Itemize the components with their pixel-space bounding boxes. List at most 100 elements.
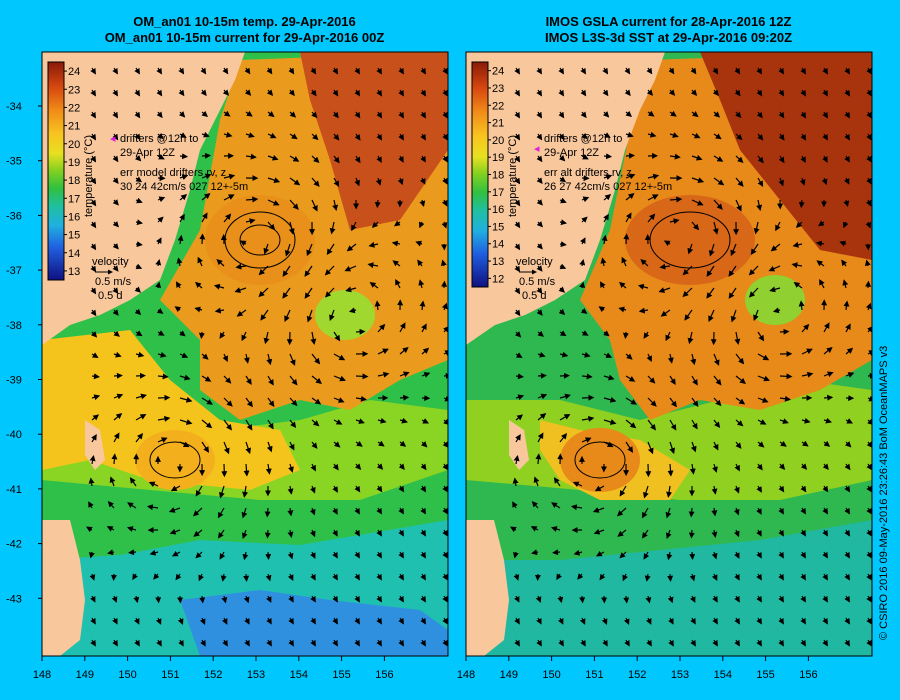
lat-tick-label: -39 xyxy=(6,375,22,387)
velocity-arrow xyxy=(128,549,137,556)
velocity-arrow xyxy=(595,550,605,557)
velocity-arrow xyxy=(647,397,657,407)
velocity-arrow xyxy=(289,199,299,210)
velocity-arrow xyxy=(222,353,228,363)
velocity-arrow xyxy=(170,485,181,492)
velocity-arrow xyxy=(867,418,872,426)
velocity-arrow xyxy=(779,440,787,447)
velocity-arrow xyxy=(354,507,360,515)
velocity-arrow xyxy=(111,453,118,465)
velocity-arrow xyxy=(625,441,634,453)
right-drifters-line2: 29-Apr 12Z xyxy=(544,147,599,159)
velocity-arrow xyxy=(333,441,341,448)
velocity-arrow xyxy=(688,507,695,518)
colorbar-tick-label: 19 xyxy=(68,157,80,169)
velocity-arrow xyxy=(580,307,588,314)
velocity-arrow xyxy=(691,154,703,161)
velocity-arrow xyxy=(399,394,410,401)
velocity-arrow xyxy=(603,132,611,138)
velocity-arrow xyxy=(201,419,213,429)
velocity-arrow xyxy=(515,394,525,401)
velocity-arrow xyxy=(822,639,828,647)
velocity-arrow xyxy=(864,259,871,267)
velocity-arrow xyxy=(689,463,696,475)
velocity-arrow xyxy=(135,263,143,270)
velocity-arrow xyxy=(735,419,744,427)
velocity-arrow xyxy=(354,529,360,537)
velocity-arrow xyxy=(376,639,382,647)
right-warm-eddy-north xyxy=(625,195,755,285)
left-title-line2: OM_an01 10-15m current for 29-Apr-2016 0… xyxy=(104,30,385,45)
velocity-arrow xyxy=(801,417,811,424)
velocity-arrow xyxy=(90,177,97,185)
velocity-arrow xyxy=(536,155,543,163)
velocity-arrow xyxy=(844,485,851,493)
velocity-arrow xyxy=(638,307,649,314)
velocity-arrow xyxy=(217,507,225,519)
velocity-arrow xyxy=(603,396,617,403)
velocity-arrow xyxy=(266,441,273,453)
velocity-arrow xyxy=(713,397,722,407)
left-warm-eddy-south xyxy=(135,430,215,490)
velocity-arrow xyxy=(267,221,276,231)
velocity-arrow xyxy=(157,196,166,203)
velocity-arrow xyxy=(660,309,671,317)
velocity-arrow xyxy=(245,218,256,225)
velocity-arrow xyxy=(690,89,698,96)
velocity-arrow xyxy=(200,67,207,75)
velocity-arrow xyxy=(127,502,137,509)
velocity-arrow xyxy=(178,639,184,647)
velocity-arrow xyxy=(890,266,894,270)
velocity-arrow xyxy=(442,617,448,625)
velocity-arrow xyxy=(399,440,407,447)
velocity-arrow xyxy=(332,639,338,647)
velocity-arrow xyxy=(817,220,825,227)
velocity-arrow xyxy=(220,573,227,582)
velocity-arrow xyxy=(603,153,613,160)
velocity-arrow xyxy=(581,132,588,140)
velocity-arrow xyxy=(310,551,316,559)
velocity-arrow xyxy=(267,132,277,139)
velocity-arrow xyxy=(668,639,674,647)
velocity-arrow xyxy=(844,67,850,75)
copyright-text: © CSIRO 2016 09-May-2016 23:26:43 BoM Oc… xyxy=(878,345,890,640)
velocity-arrow xyxy=(392,260,401,267)
velocity-arrow xyxy=(420,595,426,603)
left-hot-water xyxy=(300,52,448,230)
velocity-arrow xyxy=(647,419,657,431)
velocity-arrow xyxy=(421,441,428,448)
velocity-arrow xyxy=(866,463,872,471)
left-mid-water xyxy=(42,330,300,490)
velocity-arrow xyxy=(625,110,633,117)
velocity-arrow xyxy=(420,507,426,515)
colorbar-tick-label: 13 xyxy=(68,266,80,278)
velocity-arrow xyxy=(734,639,740,647)
velocity-arrow xyxy=(284,243,291,257)
velocity-arrow xyxy=(779,418,789,424)
velocity-arrow xyxy=(558,111,565,119)
velocity-arrow xyxy=(399,322,406,333)
right-hot-water xyxy=(700,52,872,260)
velocity-arrow xyxy=(665,507,672,519)
velocity-arrow xyxy=(442,595,448,603)
colorbar-tick-label: 15 xyxy=(68,230,80,242)
velocity-arrow xyxy=(513,595,520,603)
velocity-arrow xyxy=(201,173,212,180)
velocity-arrow xyxy=(245,132,255,138)
velocity-arrow xyxy=(867,350,872,356)
velocity-arrow xyxy=(245,419,253,431)
velocity-arrow xyxy=(179,352,189,358)
velocity-arrow xyxy=(730,243,737,257)
velocity-arrow xyxy=(258,287,269,298)
velocity-arrow xyxy=(735,155,744,163)
velocity-arrow xyxy=(713,111,721,118)
velocity-arrow xyxy=(728,265,737,277)
velocity-arrow xyxy=(440,259,447,267)
velocity-arrow xyxy=(665,331,671,342)
velocity-arrow xyxy=(332,595,338,603)
velocity-arrow xyxy=(332,529,338,537)
velocity-arrow xyxy=(844,595,850,603)
velocity-arrow xyxy=(288,617,294,625)
velocity-arrow xyxy=(757,397,769,403)
colorbar-tick-label: 24 xyxy=(68,66,80,78)
